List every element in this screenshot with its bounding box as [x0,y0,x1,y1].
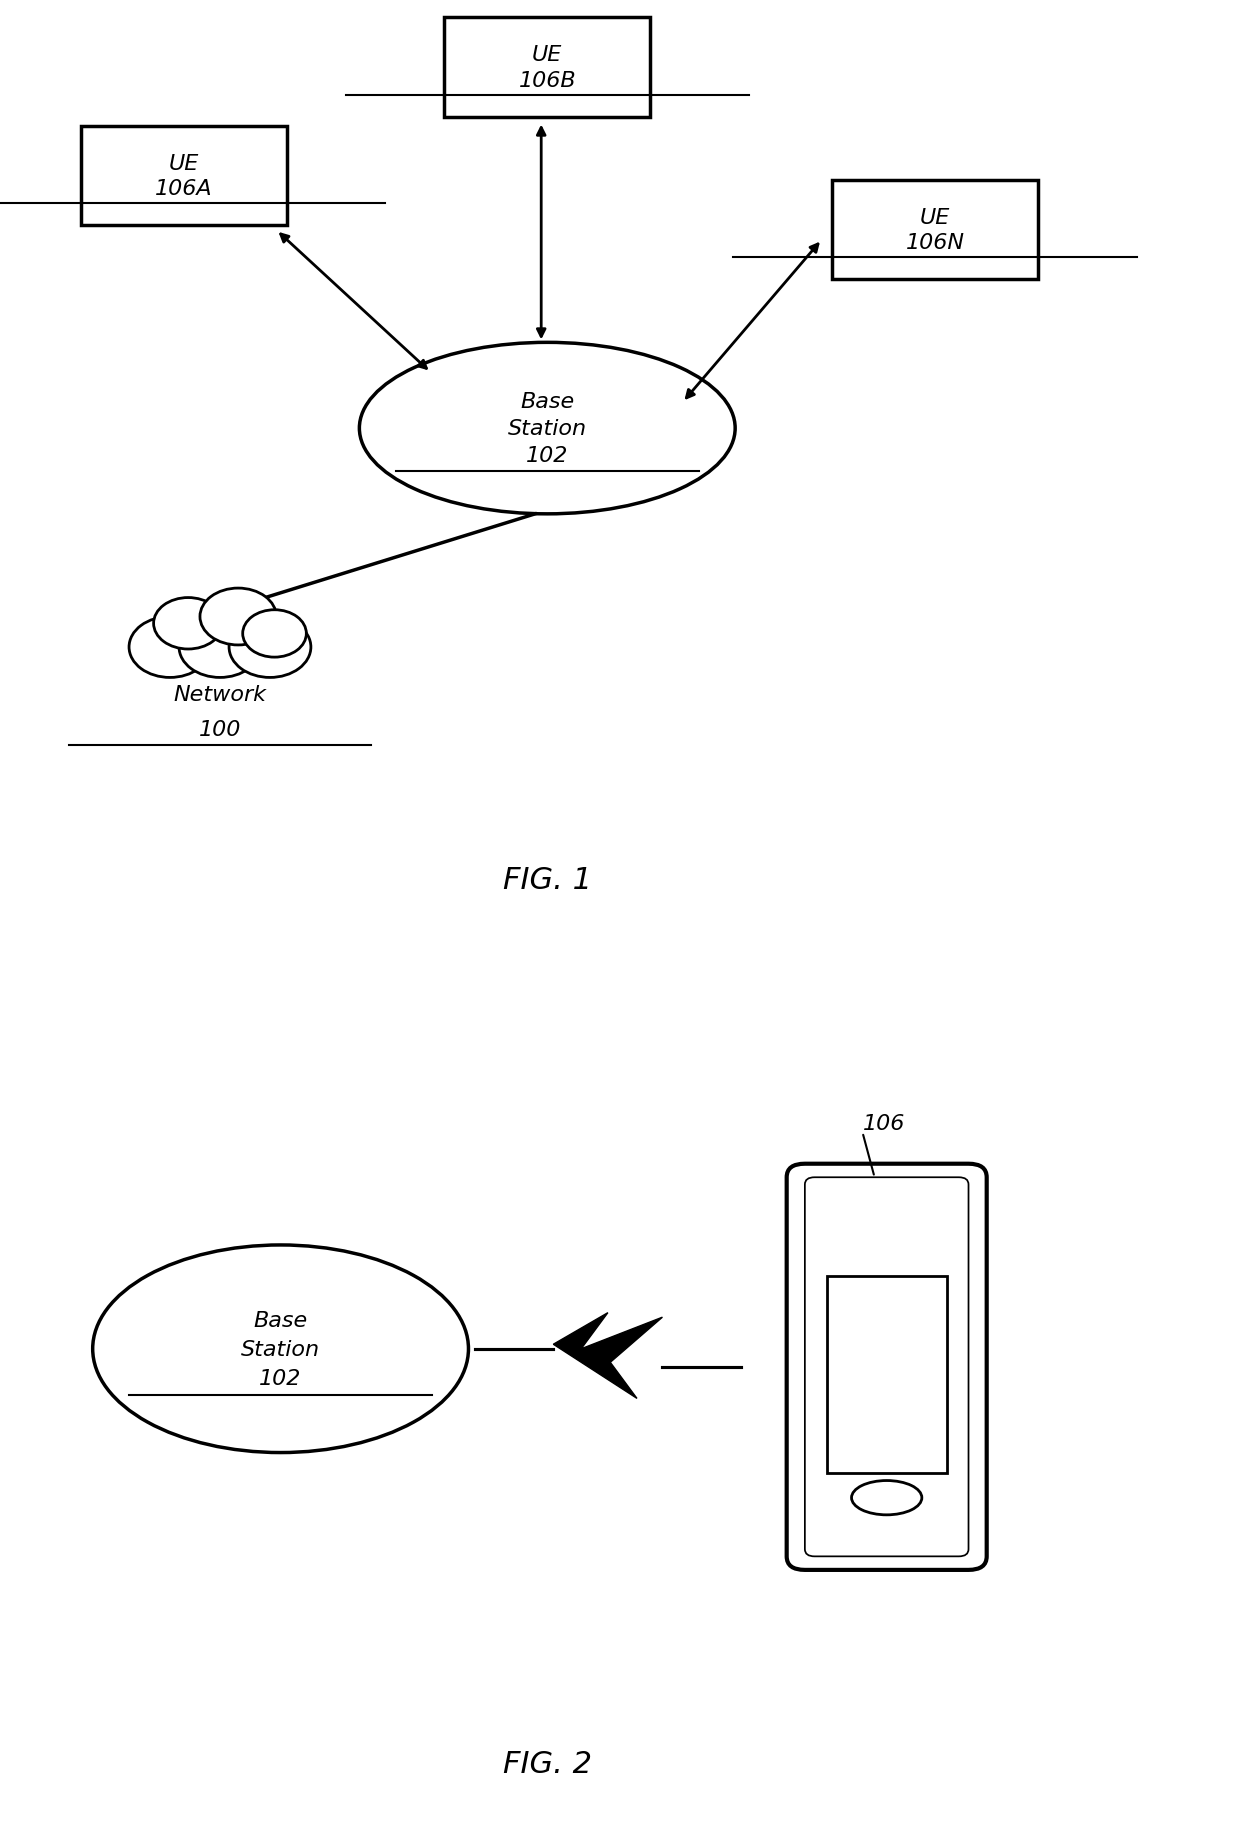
FancyBboxPatch shape [786,1163,987,1570]
Circle shape [243,610,306,658]
Circle shape [179,617,260,678]
Text: 106N: 106N [905,233,965,253]
Polygon shape [553,1314,662,1398]
Text: Base: Base [520,392,574,412]
Text: UE: UE [532,46,563,66]
FancyArrowPatch shape [687,245,818,399]
Text: FIG. 1: FIG. 1 [502,865,591,894]
Circle shape [200,588,277,645]
Text: 106A: 106A [155,180,212,200]
FancyArrowPatch shape [537,128,546,337]
Text: 100: 100 [198,720,241,740]
Circle shape [129,617,211,678]
Text: FIG. 2: FIG. 2 [502,1750,591,1779]
Text: Station: Station [241,1339,320,1359]
Text: UE: UE [920,207,950,227]
Text: UE: UE [169,154,198,174]
Text: 102: 102 [526,445,568,465]
FancyArrowPatch shape [280,234,427,370]
Text: Base: Base [253,1310,308,1330]
Text: Network: Network [174,685,267,705]
Text: 106B: 106B [518,71,577,90]
Text: Station: Station [507,420,587,440]
Text: 102: 102 [259,1369,301,1389]
Circle shape [229,617,311,678]
Circle shape [154,599,223,650]
Text: 106: 106 [863,1114,905,1134]
